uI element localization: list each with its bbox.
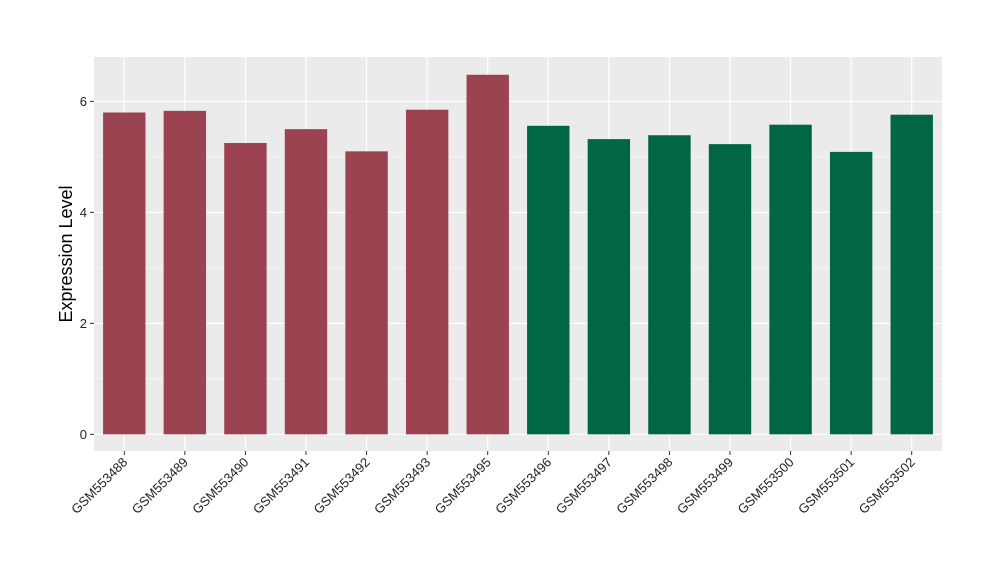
x-tick-label: GSM553492: [310, 455, 372, 517]
bar-GSM553490: [224, 143, 267, 435]
x-tick-label: GSM553499: [674, 455, 736, 517]
x-tick-label: GSM553496: [492, 455, 554, 517]
bar-GSM553491: [284, 129, 328, 435]
bar-GSM553499: [708, 144, 752, 435]
y-tick-label: 6: [80, 94, 87, 109]
x-tick-label: GSM553501: [795, 455, 857, 517]
bar-GSM553497: [587, 139, 631, 435]
bars: [103, 74, 933, 435]
y-axis: 0 2 4 6: [80, 94, 94, 442]
x-tick-label: GSM553489: [129, 455, 191, 517]
x-tick-label: GSM553488: [68, 455, 130, 517]
x-tick-label: GSM553495: [432, 455, 494, 517]
x-tick-label: GSM553497: [553, 455, 615, 517]
bar-GSM553489: [163, 110, 207, 435]
bar-GSM553502: [890, 114, 933, 435]
x-tick-label: GSM553491: [250, 455, 312, 517]
bar-GSM553492: [345, 151, 388, 435]
bar-GSM553498: [648, 135, 691, 435]
x-tick-label: GSM553500: [734, 455, 796, 517]
x-tick-label: GSM553493: [371, 455, 433, 517]
plot-panel: [94, 57, 942, 451]
y-tick-label: 4: [80, 205, 87, 220]
bar-GSM553495: [466, 74, 509, 435]
y-tick-label: 0: [80, 427, 87, 442]
x-tick-label: GSM553502: [856, 455, 918, 517]
x-axis: GSM553488GSM553489GSM553490GSM553491GSM5…: [68, 451, 918, 517]
x-tick-label: GSM553498: [613, 455, 675, 517]
bar-GSM553500: [769, 124, 812, 435]
y-axis-title: Expression Level: [56, 185, 76, 322]
bar-GSM553496: [527, 125, 570, 435]
bar-GSM553493: [405, 109, 449, 435]
x-tick-label: GSM553490: [189, 455, 251, 517]
bar-GSM553501: [829, 151, 873, 435]
bar-GSM553488: [103, 112, 146, 435]
y-tick-label: 2: [80, 316, 87, 331]
